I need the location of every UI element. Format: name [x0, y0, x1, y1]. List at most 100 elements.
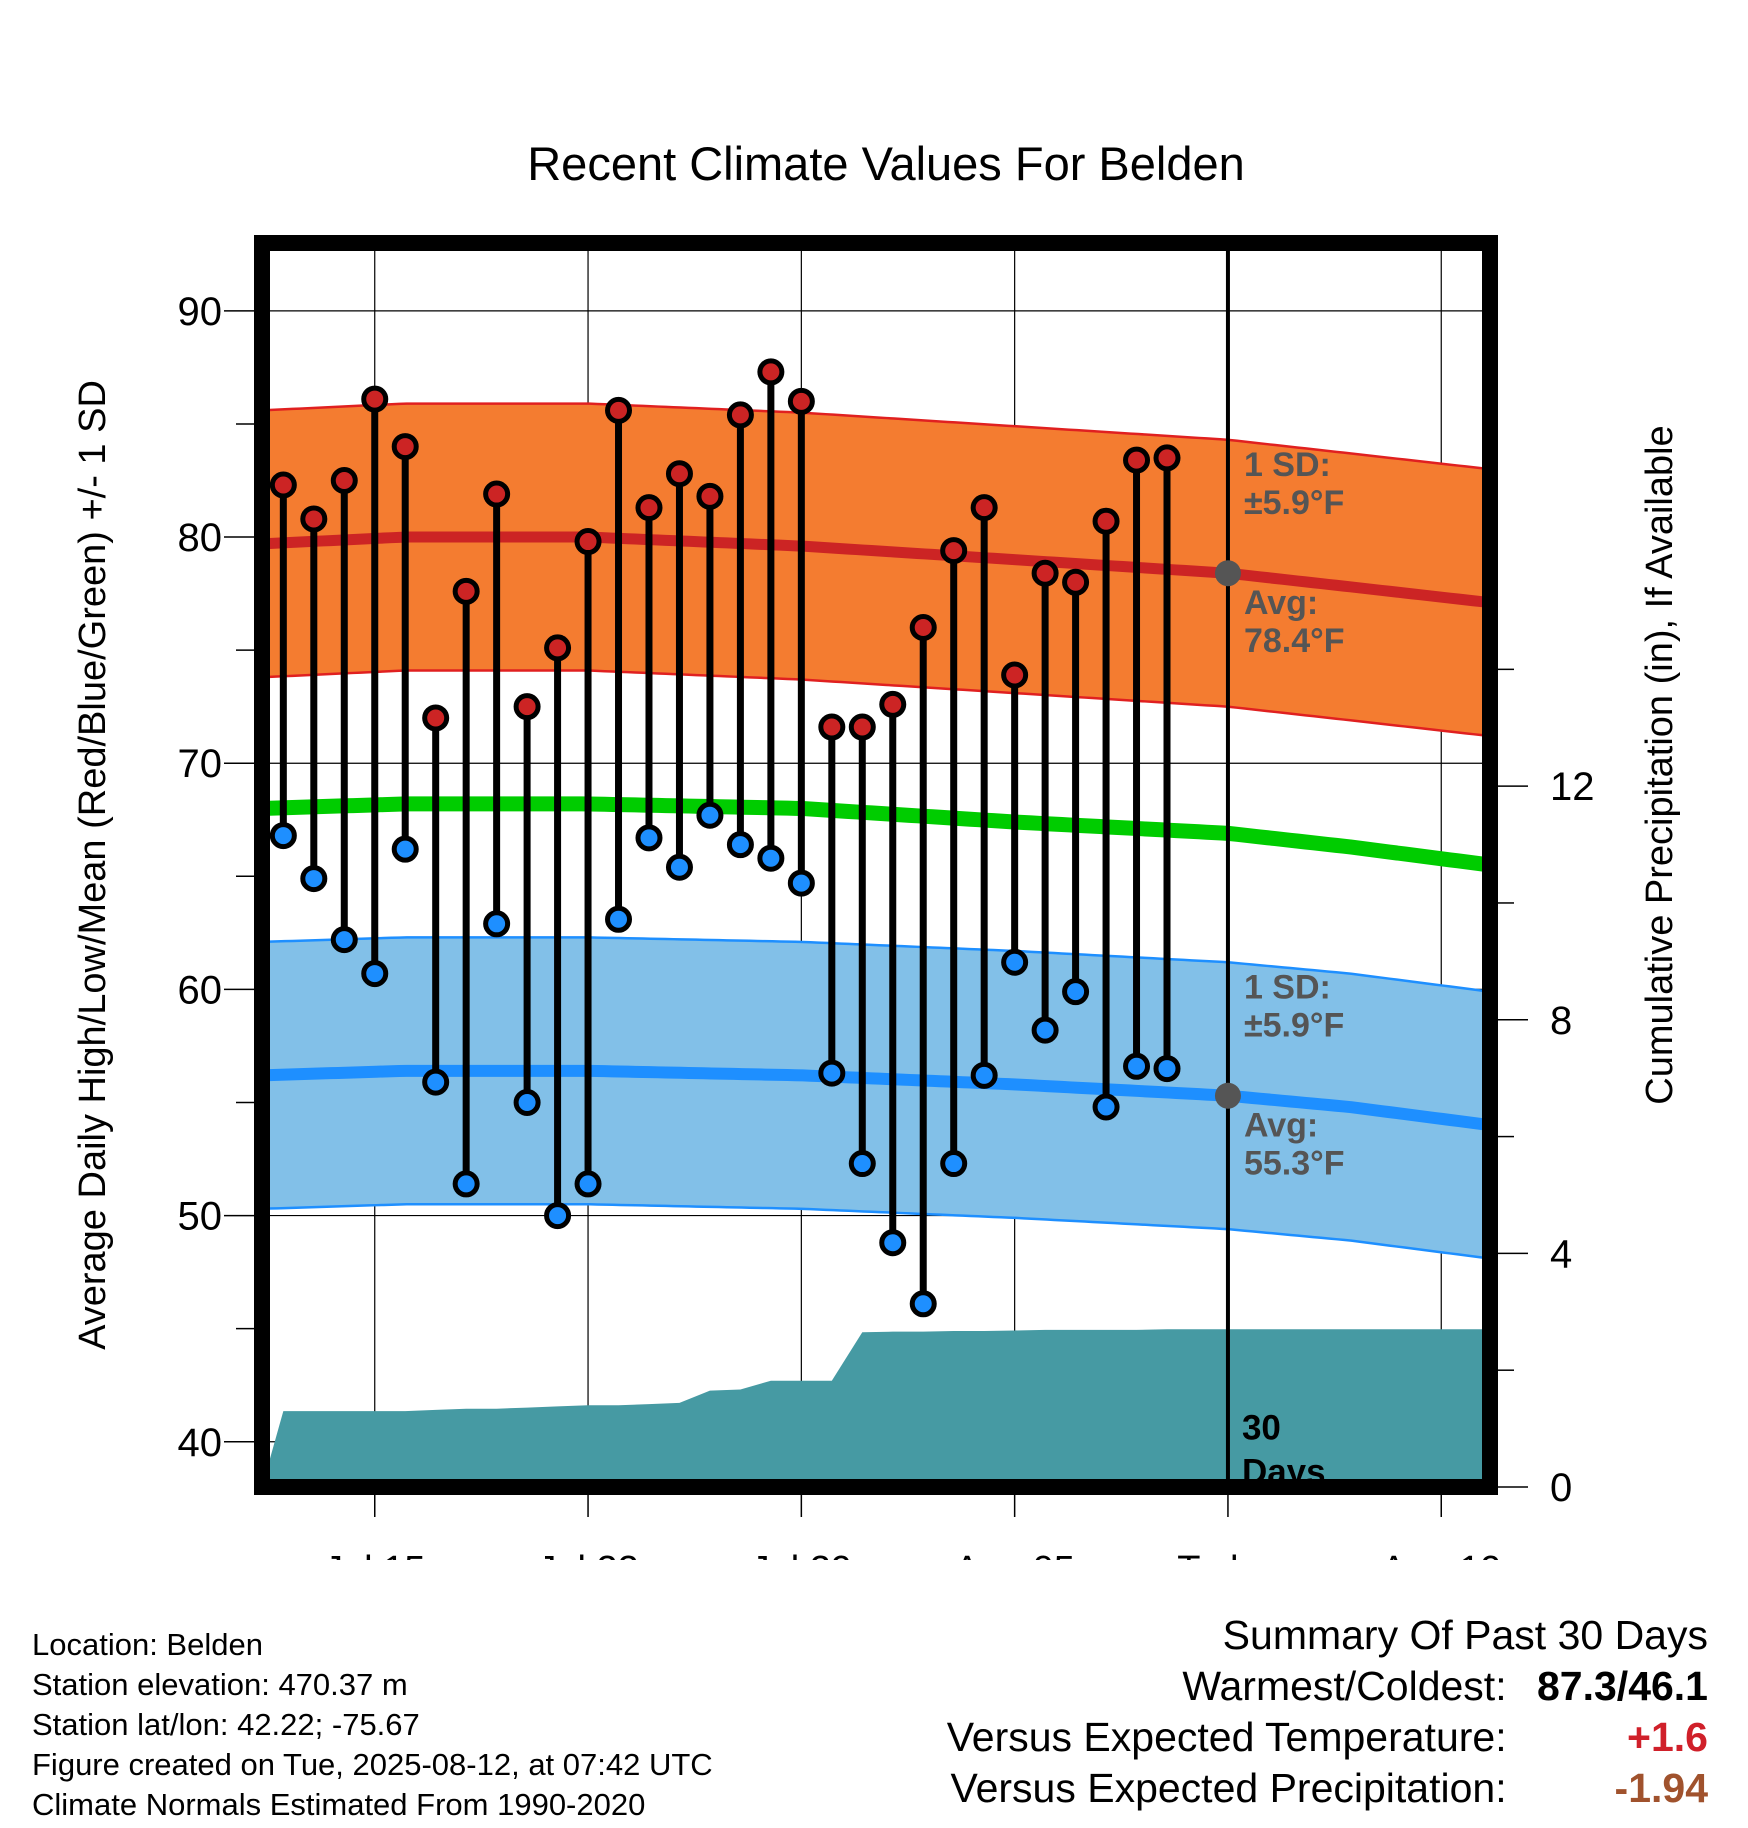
low-sd-annotation-1: ±5.9°F — [1244, 1006, 1344, 1044]
location-text: Location: Belden — [32, 1627, 263, 1662]
warm-cold-value: 87.3/46.1 — [1537, 1663, 1708, 1709]
daily-high-point — [940, 537, 968, 565]
y-tick-label: 60 — [178, 968, 223, 1012]
high-avg-annotation-0: Avg: — [1244, 584, 1318, 622]
y-tick-label: 50 — [178, 1195, 223, 1239]
daily-low-point — [726, 831, 754, 859]
daily-low-point — [818, 1059, 846, 1087]
high-sd-annotation-0: 1 SD: — [1244, 446, 1331, 484]
daily-low-point — [787, 869, 815, 897]
normal-high-line — [262, 531, 1490, 608]
daily-high-point — [574, 528, 602, 556]
daily-low-point — [574, 1170, 602, 1198]
daily-low-point — [300, 865, 328, 893]
plot-area — [262, 243, 1490, 1487]
daily-high-point — [635, 494, 663, 522]
daily-high-point — [1153, 444, 1181, 472]
daily-high-point — [483, 480, 511, 508]
warm-cold-label: Warmest/Coldest: — [1182, 1663, 1507, 1709]
daily-high-point — [269, 471, 297, 499]
daily-high-point — [300, 505, 328, 533]
x-tick-label: Jul 29 — [751, 1549, 852, 1560]
daily-high-point — [1123, 446, 1151, 474]
daily-low-point — [361, 960, 389, 988]
daily-low-point — [483, 910, 511, 938]
daily-high-point — [1031, 559, 1059, 587]
daily-low-point — [940, 1150, 968, 1178]
summary-precip: Versus Expected Precipitation: -1.94 — [947, 1763, 1709, 1814]
daily-high-point — [1001, 661, 1029, 689]
daily-low-point — [513, 1088, 541, 1116]
daily-high-point — [452, 577, 480, 605]
precip-days-annotation-0: 30 — [1242, 1409, 1281, 1448]
high-sd-annotation-1: ±5.9°F — [1244, 484, 1344, 522]
daily-low-point — [391, 835, 419, 863]
y-tick-label: 40 — [178, 1421, 223, 1465]
daily-high-point — [422, 704, 450, 732]
today-high-avg-marker — [1214, 560, 1241, 587]
daily-high-point — [787, 387, 815, 415]
daily-low-point — [1123, 1052, 1151, 1080]
daily-low-point — [1001, 948, 1029, 976]
summary-warm-cold: Warmest/Coldest: 87.3/46.1 — [947, 1661, 1708, 1712]
y-tick-label: 90 — [178, 290, 223, 334]
daily-low-point — [1153, 1055, 1181, 1083]
x-tick-label: Today — [1177, 1549, 1278, 1560]
elevation-text: Station elevation: 470.37 m — [32, 1667, 408, 1702]
daily-high-point — [726, 401, 754, 429]
precip-value: -1.94 — [1614, 1765, 1708, 1811]
summary-title: Summary Of Past 30 Days — [1222, 1612, 1708, 1658]
daily-low-point — [1031, 1016, 1059, 1044]
x-tick-label: Jul 22 — [537, 1549, 638, 1560]
y2-tick-label: 4 — [1550, 1232, 1572, 1276]
precip-label: Versus Expected Precipitation: — [950, 1765, 1507, 1811]
y2-tick-label: 0 — [1550, 1466, 1572, 1510]
precipitation-area — [262, 1329, 1490, 1487]
temp-label: Versus Expected Temperature: — [946, 1714, 1507, 1760]
x-tick-label: Jul 15 — [324, 1549, 425, 1560]
daily-high-point — [391, 433, 419, 461]
y2-tick-label: 8 — [1550, 999, 1572, 1043]
daily-high-point — [818, 713, 846, 741]
y-tick-label: 80 — [178, 516, 223, 560]
summary-panel: Summary Of Past 30 Days Warmest/Coldest:… — [947, 1610, 1708, 1814]
normal-low-band-lower-edge — [262, 1203, 1489, 1260]
low-avg-annotation-0: Avg: — [1244, 1106, 1318, 1144]
chart-title: Recent Climate Values For Belden — [527, 137, 1245, 190]
x-tick-label: Aug 19 — [1381, 1549, 1501, 1560]
daily-high-point — [605, 396, 633, 424]
created-text: Figure created on Tue, 2025-08-12, at 07… — [32, 1747, 713, 1782]
daily-high-point — [909, 614, 937, 642]
x-tick-label: Aug 05 — [954, 1549, 1074, 1560]
daily-low-point — [330, 926, 358, 954]
daily-low-point — [970, 1061, 998, 1089]
daily-low-point — [1062, 978, 1090, 1006]
daily-low-point — [544, 1202, 572, 1230]
normal-mean-line — [262, 796, 1490, 873]
daily-low-point — [452, 1170, 480, 1198]
station-metadata: Location: Belden Station elevation: 470.… — [32, 1625, 713, 1825]
daily-high-point — [757, 358, 785, 386]
low-sd-annotation-0: 1 SD: — [1244, 968, 1331, 1006]
daily-low-point — [605, 905, 633, 933]
daily-low-point — [269, 822, 297, 850]
daily-low-point — [422, 1068, 450, 1096]
daily-high-point — [665, 460, 693, 488]
temp-value: +1.6 — [1627, 1714, 1708, 1760]
latlon-text: Station lat/lon: 42.22; -75.67 — [32, 1707, 420, 1742]
daily-high-point — [696, 482, 724, 510]
y-axis-label: Average Daily High/Low/Mean (Red/Blue/Gr… — [72, 380, 114, 1350]
daily-low-point — [879, 1229, 907, 1257]
daily-low-point — [757, 844, 785, 872]
daily-low-point — [1092, 1093, 1120, 1121]
daily-high-point — [361, 385, 389, 413]
normals-text: Climate Normals Estimated From 1990-2020 — [32, 1787, 646, 1822]
y2-axis-label: Cumulative Precipitation (in), If Availa… — [1639, 425, 1681, 1104]
plot-frame — [254, 235, 1498, 1495]
high-avg-annotation-1: 78.4°F — [1244, 622, 1345, 660]
y2-tick-label: 12 — [1550, 765, 1595, 809]
y-tick-label: 70 — [178, 742, 223, 786]
normal-low-band — [262, 937, 1489, 1259]
today-low-avg-marker — [1214, 1082, 1241, 1109]
